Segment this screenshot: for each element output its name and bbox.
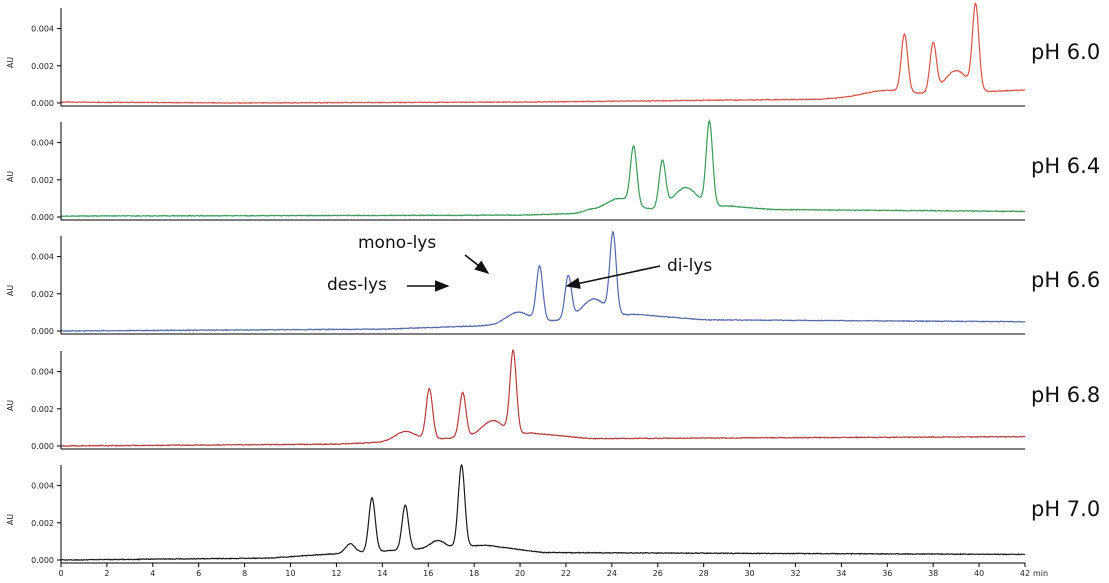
x-ticks: 0 2 4 6 8 10 12 14 16 18 20 22 24 26 28 30 32 34 36 38 40 42 <box>58 563 1030 578</box>
x-tick-label: 32 <box>790 569 800 578</box>
x-tick-label: 42 <box>1020 569 1030 578</box>
y-axis-title: AU <box>6 400 15 411</box>
y-tick-label: 0.000 <box>31 442 54 451</box>
y-ticks: 0.000 0.002 0.004 <box>31 482 61 565</box>
x-tick-label: 10 <box>285 569 295 578</box>
panel-label: pH 6.8 <box>1031 383 1100 407</box>
x-tick-label: 12 <box>331 569 341 578</box>
y-tick-label: 0.004 <box>31 482 54 491</box>
x-tick-label: 0 <box>58 569 63 578</box>
annotation-des-lys: des-lys <box>327 275 450 295</box>
panel-label: pH 6.4 <box>1031 154 1100 178</box>
panel-ph-6-8: 0.000 0.002 0.004 AU pH 6.8 <box>6 348 1100 451</box>
y-tick-label: 0.000 <box>31 556 54 565</box>
trace-ph-6-6 <box>61 230 1026 333</box>
y-tick-label: 0.002 <box>31 519 54 528</box>
panel-label: pH 7.0 <box>1031 497 1100 521</box>
panel-ph-6-6: 0.000 0.002 0.004 AU pH 6.6 <box>6 230 1100 336</box>
trace-ph-6-0 <box>60 2 1025 105</box>
x-tick-label: 24 <box>607 569 617 578</box>
y-ticks: 0.000 0.002 0.004 <box>31 25 61 108</box>
x-tick-label: 28 <box>699 569 709 578</box>
x-tick-label: 18 <box>469 569 479 578</box>
panel-ph-6-0: 0.000 0.002 0.004 AU pH 6.0 <box>6 2 1100 108</box>
x-tick-label: 22 <box>561 569 571 578</box>
y-tick-label: 0.000 <box>31 327 54 336</box>
y-tick-label: 0.004 <box>31 25 54 34</box>
x-tick-label: 40 <box>974 569 984 578</box>
trace-ph-6-8 <box>60 348 1026 448</box>
annotation-arrow <box>464 254 490 274</box>
panel-label: pH 6.6 <box>1031 268 1100 292</box>
x-tick-label: 38 <box>928 569 938 578</box>
y-tick-label: 0.002 <box>31 176 54 185</box>
trace-ph-7-0 <box>60 463 1026 561</box>
annotation-label: mono-lys <box>358 233 436 253</box>
y-ticks: 0.000 0.002 0.004 <box>31 253 61 336</box>
y-axis-title: AU <box>6 514 15 525</box>
trace-ph-6-4 <box>60 119 1026 218</box>
x-tick-label: 34 <box>836 569 846 578</box>
x-tick-label: 14 <box>377 569 387 578</box>
y-tick-label: 0.002 <box>31 290 54 299</box>
y-axis-title: AU <box>6 171 15 182</box>
x-tick-label: 16 <box>423 569 433 578</box>
x-tick-label: 8 <box>242 569 247 578</box>
annotation-mono-lys: mono-lys <box>358 233 490 274</box>
y-ticks: 0.000 0.002 0.004 <box>31 368 61 451</box>
y-tick-label: 0.004 <box>31 139 54 148</box>
x-tick-label: 26 <box>653 569 663 578</box>
panel-ph-6-4: 0.000 0.002 0.004 AU pH 6.4 <box>6 119 1100 222</box>
x-tick-label: 20 <box>515 569 525 578</box>
x-tick-label: 6 <box>196 569 201 578</box>
x-tick-label: 4 <box>150 569 155 578</box>
x-axis-unit: min <box>1033 569 1048 578</box>
y-tick-label: 0.004 <box>31 253 54 262</box>
y-tick-label: 0.000 <box>31 99 54 108</box>
y-tick-label: 0.002 <box>31 405 54 414</box>
annotation-label: di-lys <box>667 256 712 276</box>
y-axis-title: AU <box>6 285 15 296</box>
annotation-di-lys: di-lys <box>565 256 712 289</box>
y-axis-title: AU <box>6 57 15 68</box>
x-tick-label: 30 <box>744 569 754 578</box>
annotation-arrow <box>565 265 661 289</box>
y-ticks: 0.000 0.002 0.004 <box>31 139 61 222</box>
y-tick-label: 0.000 <box>31 213 54 222</box>
panel-ph-7-0: 0.000 0.002 0.004 AU pH 7.0 <box>6 463 1100 565</box>
panel-label: pH 6.0 <box>1031 40 1100 64</box>
x-tick-label: 2 <box>104 569 109 578</box>
y-tick-label: 0.002 <box>31 62 54 71</box>
annotation-label: des-lys <box>327 275 387 295</box>
y-tick-label: 0.004 <box>31 368 54 377</box>
x-tick-label: 36 <box>882 569 892 578</box>
